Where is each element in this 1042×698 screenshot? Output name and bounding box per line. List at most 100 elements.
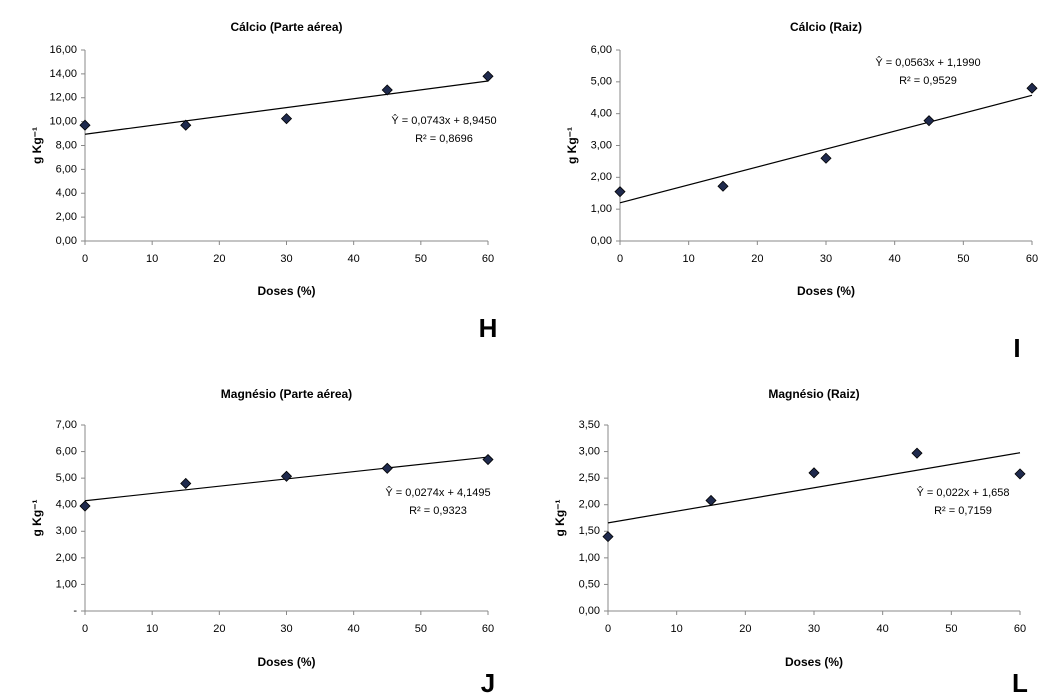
y-tick-label: 4,00: [591, 108, 612, 120]
data-point: [820, 152, 832, 164]
y-axis-label: g Kg⁻¹: [553, 500, 567, 537]
y-tick-label: 6,00: [56, 445, 77, 457]
chart-title: Cálcio (Raiz): [790, 20, 862, 34]
chart-title: Cálcio (Parte aérea): [230, 20, 342, 34]
y-tick-label: 2,00: [56, 552, 77, 564]
y-tick-label: 0,50: [579, 578, 600, 590]
data-point: [923, 115, 935, 127]
y-tick-label: 4,00: [56, 187, 77, 199]
x-tick-label: 60: [1014, 623, 1026, 635]
x-tick-label: 20: [213, 253, 225, 265]
y-tick-label: 3,00: [56, 525, 77, 537]
y-tick-label: 14,00: [49, 68, 77, 80]
y-tick-label: 0,00: [56, 235, 77, 247]
y-axis-label: g Kg⁻¹: [30, 500, 44, 537]
annotation: Ŷ = 0,0743x + 8,9450: [391, 114, 496, 127]
panel-label: L: [1012, 668, 1028, 698]
annotation: Ŷ = 0,022x + 1,658: [917, 486, 1010, 499]
data-point: [1014, 468, 1026, 480]
data-point: [180, 477, 192, 490]
x-axis-label: Doses (%): [257, 655, 315, 669]
x-tick-label: 50: [957, 253, 969, 265]
x-tick-label: 50: [945, 623, 957, 635]
y-tick-label: 1,50: [579, 525, 600, 537]
x-tick-label: 30: [820, 253, 832, 265]
x-tick-label: 10: [146, 253, 158, 265]
x-tick-label: 60: [482, 623, 494, 635]
data-point: [1026, 82, 1038, 94]
x-tick-label: 20: [751, 253, 763, 265]
data-point: [482, 453, 494, 466]
y-tick-label: -: [73, 605, 77, 617]
x-tick-label: 10: [683, 253, 695, 265]
y-axis-label: g Kg⁻¹: [565, 127, 579, 164]
y-tick-label: 1,00: [56, 578, 77, 590]
panel-label: J: [481, 668, 495, 698]
x-tick-label: 0: [82, 253, 88, 265]
y-tick-label: 3,50: [579, 419, 600, 431]
data-point: [705, 494, 717, 507]
y-tick-label: 5,00: [56, 472, 77, 484]
x-tick-label: 0: [605, 623, 611, 635]
annotation: Ŷ = 0,0274x + 4,1495: [385, 486, 490, 499]
y-tick-label: 6,00: [56, 163, 77, 175]
annotation: Ŷ = 0,0563x + 1,1990: [875, 56, 980, 69]
annotation: R² = 0,9529: [899, 75, 957, 87]
x-tick-label: 60: [482, 253, 494, 265]
data-point: [79, 500, 91, 512]
annotation: R² = 0,7159: [934, 505, 992, 517]
x-tick-label: 30: [280, 623, 292, 635]
y-tick-label: 1,00: [579, 552, 600, 564]
x-tick-label: 40: [877, 623, 889, 635]
annotation: R² = 0,9323: [409, 505, 467, 517]
x-tick-label: 40: [889, 253, 901, 265]
y-tick-label: 7,00: [56, 419, 77, 431]
y-tick-label: 5,00: [591, 76, 612, 88]
x-axis-label: Doses (%): [257, 284, 315, 298]
trend-line: [619, 94, 1033, 204]
y-tick-label: 6,00: [591, 44, 612, 56]
data-point: [280, 113, 293, 125]
chart-title: Magnésio (Raiz): [768, 387, 859, 401]
data-point: [602, 531, 614, 543]
data-point: [280, 470, 293, 482]
data-point: [180, 119, 192, 131]
x-axis-label: Doses (%): [797, 284, 855, 298]
chart-title: Magnésio (Parte aérea): [221, 387, 352, 401]
trend-line: [84, 80, 489, 135]
panel-label: H: [479, 313, 498, 343]
y-tick-label: 2,50: [579, 472, 600, 484]
y-tick-label: 3,00: [591, 139, 612, 151]
data-point: [808, 467, 820, 479]
x-tick-label: 10: [146, 623, 158, 635]
y-tick-label: 2,00: [579, 499, 600, 511]
x-axis-label: Doses (%): [785, 655, 843, 669]
data-point: [614, 186, 626, 198]
x-tick-label: 0: [82, 623, 88, 635]
annotation: R² = 0,8696: [415, 133, 473, 145]
panel-label: I: [1013, 333, 1020, 363]
x-tick-label: 40: [348, 253, 360, 265]
data-point: [79, 119, 91, 131]
y-tick-label: 3,00: [579, 445, 600, 457]
data-point: [381, 462, 393, 474]
x-tick-label: 40: [348, 623, 360, 635]
data-point: [381, 84, 393, 96]
y-tick-label: 2,00: [591, 171, 612, 183]
y-tick-label: 2,00: [56, 211, 77, 223]
x-tick-label: 50: [415, 623, 427, 635]
y-tick-label: 0,00: [591, 235, 612, 247]
x-tick-label: 30: [280, 253, 292, 265]
y-tick-label: 1,00: [591, 203, 612, 215]
y-tick-label: 4,00: [56, 499, 77, 511]
y-tick-label: 16,00: [49, 44, 77, 56]
x-tick-label: 50: [415, 253, 427, 265]
data-point: [911, 447, 923, 459]
y-axis-label: g Kg⁻¹: [30, 127, 44, 164]
x-tick-label: 0: [617, 253, 623, 265]
x-tick-label: 60: [1026, 253, 1038, 265]
y-tick-label: 10,00: [49, 116, 77, 128]
x-tick-label: 20: [213, 623, 225, 635]
x-tick-label: 10: [671, 623, 683, 635]
